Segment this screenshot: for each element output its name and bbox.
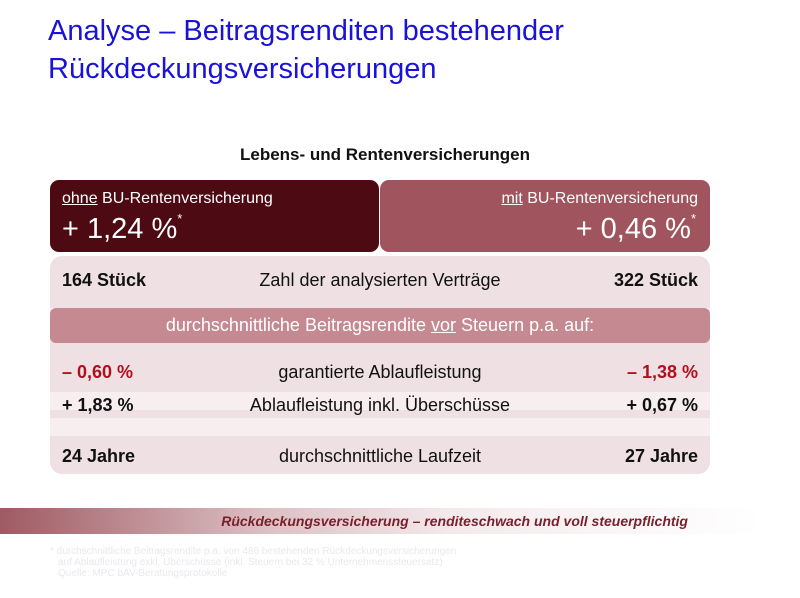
- comparison-panel: 164 Stück Zahl der analysierten Verträge…: [50, 256, 710, 474]
- footnote: * durchschnittliche Beitragsrendite p.a.…: [50, 546, 610, 579]
- conclusion-bar: Rückdeckungsversicherung – renditeschwac…: [0, 508, 760, 534]
- yield-band: durchschnittliche Beitragsrendite vor St…: [50, 308, 710, 343]
- without-bu-box: ohne BU-Rentenversicherung + 1,24 %*: [50, 180, 379, 252]
- contracts-left: 164 Stück: [62, 270, 147, 290]
- with-label-rest: BU-Rentenversicherung: [522, 190, 698, 207]
- with-yield-value: + 0,46 %: [575, 213, 691, 245]
- guaranteed-right: – 1,38 %: [626, 362, 698, 382]
- footnote-line: Quelle: MPC bAV-Beratungsprotokolle: [58, 568, 228, 579]
- footnote-line: auf Ablaufleistung exkl. Überschüsse (in…: [58, 557, 443, 568]
- surplus-label: Ablaufleistung inkl. Überschüsse: [249, 395, 511, 415]
- band-underlined: vor: [431, 315, 457, 335]
- without-label-prefix: ohne: [62, 190, 98, 207]
- panel-stripe: [50, 418, 710, 436]
- surplus-row: + 1,83 % Ablaufleistung inkl. Überschüss…: [50, 395, 710, 419]
- footnote-marker: *: [177, 211, 183, 226]
- conclusion-text: Rückdeckungsversicherung – renditeschwac…: [221, 513, 688, 529]
- footnote-line: * durchschnittliche Beitragsrendite p.a.…: [50, 546, 457, 557]
- with-bu-label: mit BU-Rentenversicherung: [501, 190, 698, 208]
- without-bu-label: ohne BU-Rentenversicherung: [62, 190, 273, 208]
- surplus-left: + 1,83 %: [62, 395, 134, 415]
- panel-stripe: [50, 392, 710, 410]
- without-bu-yield: + 1,24 %*: [62, 211, 183, 246]
- section-heading: Lebens- und Rentenversicherungen: [240, 145, 530, 164]
- band-pre: durchschnittliche Beitragsrendite: [165, 315, 432, 335]
- duration-left: 24 Jahre: [62, 446, 136, 466]
- without-label-rest: BU-Rentenversicherung: [97, 190, 273, 207]
- guaranteed-label: garantierte Ablaufleistung: [278, 362, 482, 382]
- duration-label: durchschnittliche Laufzeit: [278, 446, 482, 466]
- with-bu-box: mit BU-Rentenversicherung + 0,46 %*: [380, 180, 710, 252]
- duration-right: 27 Jahre: [624, 446, 698, 466]
- contracts-label: Zahl der analysierten Verträge: [259, 270, 501, 290]
- duration-row: 24 Jahre durchschnittliche Laufzeit 27 J…: [50, 446, 710, 470]
- without-yield-value: + 1,24 %: [62, 213, 178, 245]
- guaranteed-left: – 0,60 %: [62, 362, 134, 382]
- band-post: Steuern p.a. auf:: [456, 315, 595, 335]
- slide-title: Analyse – Beitragsrenditen bestehender R…: [48, 15, 564, 85]
- with-bu-yield: + 0,46 %*: [575, 211, 696, 246]
- with-label-prefix: mit: [501, 190, 523, 207]
- contracts-right: 322 Stück: [613, 270, 698, 290]
- contracts-row: 164 Stück Zahl der analysierten Verträge…: [50, 270, 710, 294]
- surplus-right: + 0,67 %: [626, 395, 698, 415]
- footnote-marker: *: [690, 211, 696, 226]
- guaranteed-row: – 0,60 % garantierte Ablaufleistung – 1,…: [50, 362, 710, 386]
